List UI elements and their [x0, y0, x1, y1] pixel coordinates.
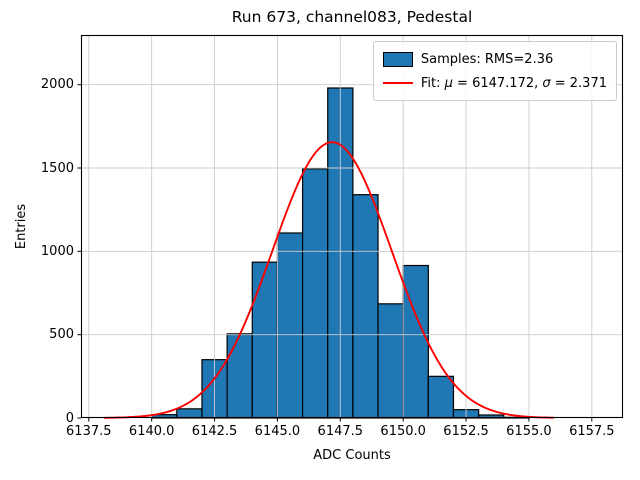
histogram-bar: [402, 264, 429, 419]
x-tick-label: 6152.5: [443, 424, 489, 439]
histogram-bar: [352, 194, 379, 419]
x-axis-label: ADC Counts: [313, 448, 391, 463]
x-tick-label: 6155.0: [506, 424, 552, 439]
histogram-bar: [301, 168, 329, 419]
y-tick-label: 1000: [40, 243, 74, 259]
legend-samples-label: Samples: RMS=2.36: [420, 51, 554, 67]
y-tick-label: 0: [65, 410, 74, 426]
histogram-bar: [226, 333, 253, 419]
y-tick-label: 500: [49, 327, 74, 343]
plot-area: [77, 34, 624, 422]
x-tick-label: 6137.5: [66, 424, 112, 439]
legend-entry-samples: Samples: RMS=2.36: [382, 47, 607, 71]
mu-symbol: μ: [444, 75, 453, 91]
histogram-bar: [176, 408, 203, 419]
x-tick-label: 6145.0: [254, 424, 301, 439]
legend: Samples: RMS=2.36 Fit: μ = 6147.172, σ =…: [372, 41, 617, 101]
x-tick-label: 6147.5: [317, 424, 364, 439]
x-tick-label: 6142.5: [191, 424, 238, 439]
x-tick-label: 6150.0: [380, 424, 426, 439]
histogram-bar: [276, 232, 304, 419]
histogram-bar: [377, 303, 404, 419]
y-tick-label: 2000: [40, 77, 74, 93]
legend-entry-fit: Fit: μ = 6147.172, σ = 2.371: [382, 71, 607, 95]
y-axis-label: Entries: [14, 203, 29, 250]
chart-title: Run 673, channel083, Pedestal: [231, 8, 473, 26]
x-tick-label: 6140.0: [128, 424, 175, 439]
y-tick-label: 1500: [40, 160, 74, 176]
legend-fit-label: Fit: μ = 6147.172, σ = 2.371: [420, 75, 607, 91]
sigma-symbol: σ: [542, 75, 551, 91]
x-tick-label: 6157.5: [569, 424, 615, 439]
fit-line-icon: [382, 82, 413, 84]
fit-curve: [103, 141, 555, 419]
axes-frame: [80, 34, 624, 419]
histogram-bar: [251, 261, 279, 419]
histogram-bar: [427, 375, 455, 419]
samples-swatch-icon: [382, 51, 413, 67]
